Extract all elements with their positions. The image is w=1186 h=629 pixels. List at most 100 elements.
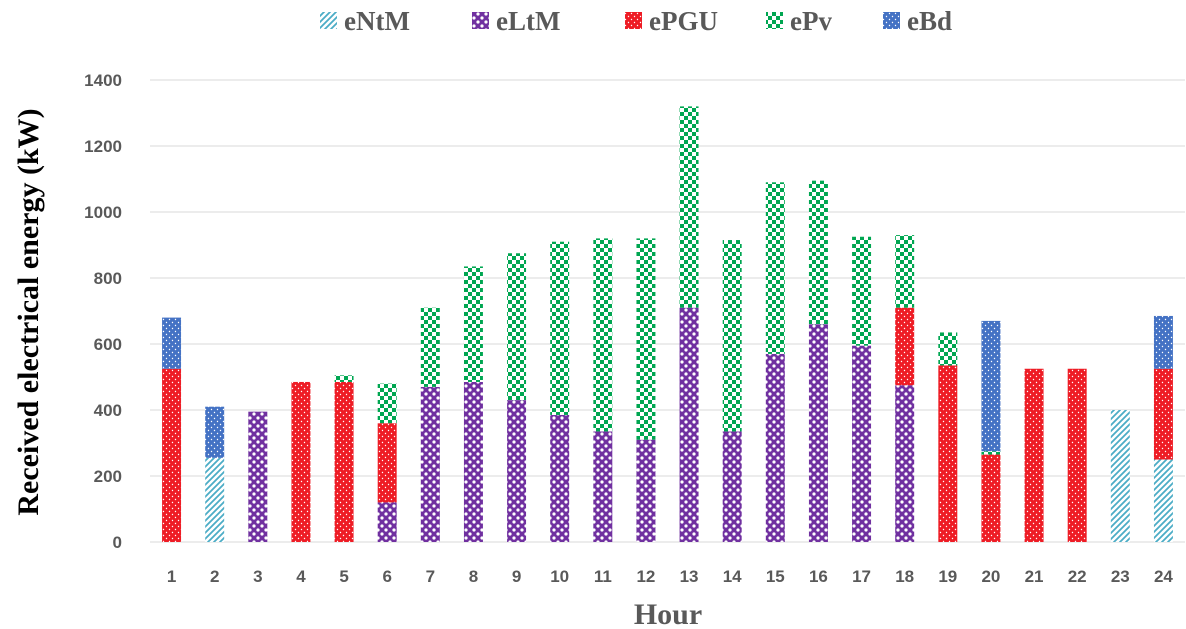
bar-eLtM-hour-11 [593, 431, 613, 542]
bar-eLtM-hour-8 [463, 381, 483, 542]
bar-ePGU-hour-22 [1067, 368, 1087, 542]
bar-ePv-hour-14 [722, 240, 742, 432]
x-tick-label: 15 [766, 567, 785, 586]
bar-ePv-hour-18 [895, 235, 915, 308]
bar-eLtM-hour-15 [765, 353, 785, 542]
x-tick-label: 17 [852, 567, 871, 586]
legend-item-eNtM: eNtM [320, 6, 410, 36]
bar-ePGU-hour-6 [377, 423, 397, 503]
legend-swatch [625, 12, 642, 29]
x-tick-label: 21 [1025, 567, 1044, 586]
legend-label: eLtM [496, 6, 560, 36]
bar-ePv-hour-12 [636, 238, 656, 440]
y-axis-ticks: 0 200 400 600 800 1000 1200 1400 [84, 71, 122, 552]
legend-item-ePGU: ePGU [625, 6, 718, 36]
bar-eNtM-hour-24 [1153, 459, 1173, 542]
x-tick-label: 16 [809, 567, 828, 586]
bar-ePv-hour-5 [334, 375, 354, 382]
x-tick-label: 22 [1068, 567, 1087, 586]
x-tick-label: 20 [981, 567, 1000, 586]
bar-ePv-hour-15 [765, 182, 785, 354]
y-tick-label: 200 [94, 467, 122, 486]
x-tick-label: 13 [680, 567, 699, 586]
legend-label: ePGU [649, 6, 718, 36]
x-tick-label: 8 [469, 567, 478, 586]
bar-eLtM-hour-9 [507, 400, 527, 542]
bar-eBd-hour-24 [1153, 315, 1173, 369]
legend-label: eBd [907, 6, 952, 36]
y-tick-label: 0 [113, 533, 122, 552]
bar-ePv-hour-16 [808, 180, 828, 325]
legend-swatch [883, 12, 900, 29]
bar-ePv-hour-7 [420, 307, 440, 387]
legend-item-eBd: eBd [883, 6, 952, 36]
y-tick-label: 600 [94, 335, 122, 354]
x-tick-label: 19 [938, 567, 957, 586]
legend-label: ePv [790, 6, 832, 36]
x-tick-label: 18 [895, 567, 914, 586]
x-tick-label: 6 [382, 567, 391, 586]
bar-ePv-hour-17 [852, 236, 872, 346]
x-tick-label: 9 [512, 567, 521, 586]
bar-eLtM-hour-13 [679, 307, 699, 542]
legend-label: eNtM [344, 6, 410, 36]
bar-ePGU-hour-4 [291, 381, 311, 542]
bar-ePv-hour-19 [938, 332, 958, 366]
x-tick-label: 11 [594, 567, 612, 586]
x-tick-label: 14 [723, 567, 742, 586]
bar-ePGU-hour-19 [938, 365, 958, 542]
bar-ePGU-hour-20 [981, 454, 1001, 542]
y-tick-label: 400 [94, 401, 122, 420]
legend-item-eLtM: eLtM [472, 6, 560, 36]
x-tick-label: 10 [550, 567, 569, 586]
bar-ePGU-hour-21 [1024, 368, 1044, 542]
bar-eLtM-hour-3 [248, 411, 268, 542]
x-axis-title: Hour [634, 598, 702, 629]
bar-eLtM-hour-10 [550, 414, 570, 542]
x-tick-label: 12 [636, 567, 655, 586]
bar-ePGU-hour-18 [895, 307, 915, 386]
legend-swatch [472, 12, 489, 29]
gridlines [150, 79, 1185, 543]
y-tick-label: 1400 [84, 71, 122, 90]
bar-eLtM-hour-6 [377, 502, 397, 542]
x-tick-label: 1 [167, 567, 176, 586]
bar-ePv-hour-6 [377, 383, 397, 424]
bar-eLtM-hour-7 [420, 386, 440, 542]
bar-eLtM-hour-12 [636, 439, 656, 542]
bar-ePGU-hour-24 [1153, 368, 1173, 460]
x-tick-label: 5 [339, 567, 348, 586]
x-tick-label: 24 [1154, 567, 1173, 586]
bar-ePv-hour-10 [550, 241, 570, 415]
bar-eLtM-hour-14 [722, 431, 742, 542]
x-axis-ticks: 1 2 3 4 5 6 7 8 9 10 11 12 13 14 15 16 17 18 19 20 21 22 23 24 [167, 567, 1174, 586]
bar-eLtM-hour-17 [852, 345, 872, 542]
bar-ePv-hour-11 [593, 238, 613, 432]
legend-swatch [320, 12, 337, 29]
y-tick-label: 1000 [84, 203, 122, 222]
y-tick-label: 1200 [84, 137, 122, 156]
bar-eNtM-hour-23 [1110, 410, 1130, 542]
bar-ePGU-hour-5 [334, 381, 354, 542]
legend-item-ePv: ePv [766, 6, 832, 36]
x-tick-label: 4 [296, 567, 306, 586]
bar-ePv-hour-8 [463, 266, 483, 382]
bar-ePv-hour-13 [679, 106, 699, 308]
bar-eBd-hour-20 [981, 320, 1001, 452]
x-tick-label: 23 [1111, 567, 1130, 586]
x-tick-label: 2 [210, 567, 219, 586]
bar-ePv-hour-9 [507, 253, 527, 401]
bars [162, 106, 1173, 542]
bar-eLtM-hour-18 [895, 385, 915, 542]
legend-swatch [766, 12, 783, 29]
bar-eBd-hour-1 [162, 317, 182, 369]
bar-ePGU-hour-1 [162, 368, 182, 542]
x-tick-label: 7 [426, 567, 435, 586]
bar-eBd-hour-2 [205, 406, 225, 458]
x-tick-label: 3 [253, 567, 262, 586]
bar-eNtM-hour-2 [205, 457, 225, 542]
y-tick-label: 800 [94, 269, 122, 288]
y-axis-title: Received electrical energy (kW) [12, 108, 45, 515]
bar-eLtM-hour-16 [808, 324, 828, 542]
